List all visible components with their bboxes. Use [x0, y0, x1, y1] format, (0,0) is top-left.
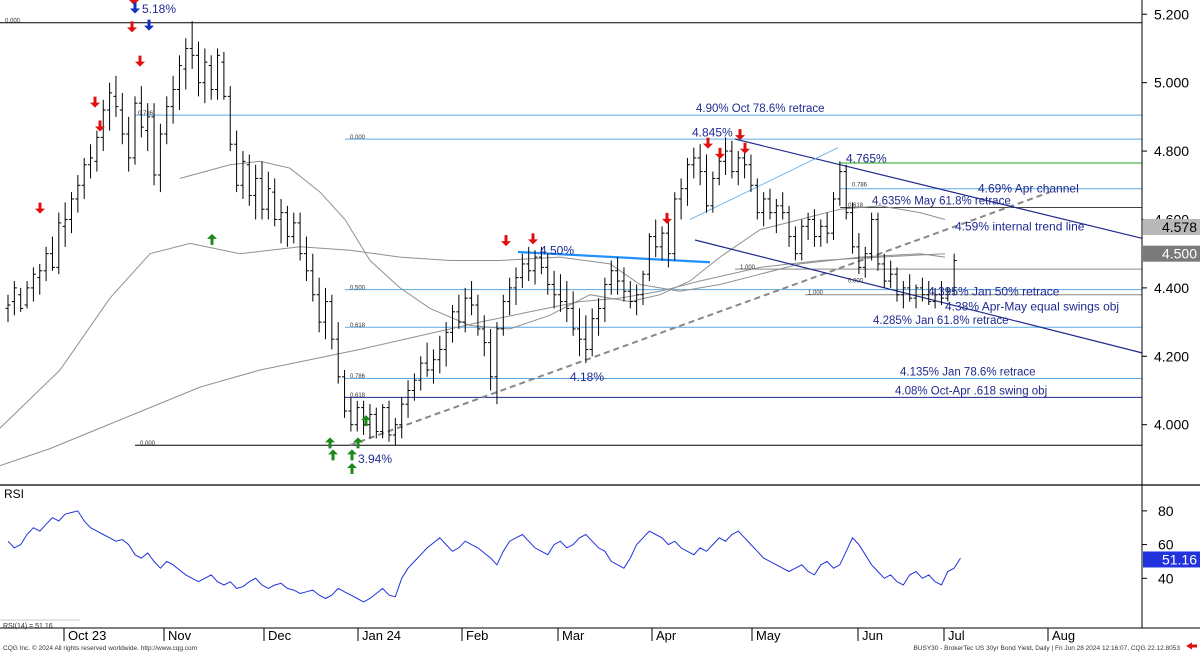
rsi-legend-text: RSI(14) = 51.16	[3, 623, 53, 630]
rsi-panel-label: RSI	[4, 487, 24, 501]
price-panel[interactable]: 4.90% Oct 78.6% retrace 4.635% May 61.8% …	[0, 0, 1142, 484]
price-tags: 4.578 4.500	[1143, 219, 1200, 262]
fib-ratio-tag: 0.786	[350, 374, 366, 380]
footer-copyright: CQG Inc. © 2024 All rights reserved worl…	[3, 644, 197, 652]
price-tick-label: 5.200	[1154, 6, 1189, 22]
month-label: Dec	[268, 628, 292, 643]
price-tick-label: 5.000	[1154, 75, 1189, 91]
price-tick-label: 4.200	[1154, 348, 1189, 364]
month-label: Jul	[948, 628, 965, 643]
rsi-current-tag: 51.16	[1143, 551, 1200, 567]
rsi-axis-ticks: 80 60 40	[1142, 503, 1174, 586]
chart-annotation: 5.18%	[142, 2, 176, 16]
rsi-line	[8, 511, 961, 602]
month-label: Jun	[862, 628, 883, 643]
month-label: Aug	[1052, 628, 1075, 643]
price-tick-label: 4.800	[1154, 143, 1189, 159]
month-label: Feb	[466, 628, 488, 643]
price-tag-label: 4.578	[1162, 219, 1197, 235]
month-label: May	[756, 628, 781, 643]
footer: CQG Inc. © 2024 All rights reserved worl…	[3, 643, 1197, 653]
fib-ratio-tag: 0.000	[350, 135, 366, 141]
chart-annotation: 4.69% Apr channel	[978, 182, 1079, 196]
level-label: 4.08% Oct-Apr .618 swing obj	[895, 385, 1047, 397]
time-axis[interactable]: Oct 23 Nov Dec Jan 24 Feb Mar Apr May Jun Jul Aug	[0, 628, 1200, 643]
fib-ratio-tag: 0.500	[350, 285, 366, 291]
rsi-tick-label: 80	[1158, 503, 1174, 519]
level-label: 4.285% Jan 61.8% retrace	[873, 315, 1009, 327]
rsi-series	[8, 511, 961, 602]
rsi-tick-label: 60	[1158, 537, 1174, 553]
level-label: 4.135% Jan 78.6% retrace	[900, 367, 1036, 379]
fib-ratio-tag: 1.000	[740, 265, 756, 271]
chart-annotation: 4.59% internal trend line	[955, 219, 1085, 233]
chart-annotation: 4.38% Apr-May equal swings obj	[945, 300, 1119, 314]
month-label: Jan 24	[362, 628, 401, 643]
month-label: Oct 23	[68, 628, 106, 643]
month-labels: Oct 23 Nov Dec Jan 24 Feb Mar Apr May Jun Jul Aug	[64, 628, 1075, 643]
scroll-right-arrow-icon[interactable]	[1186, 643, 1197, 650]
chart-annotation: 4.765%	[846, 152, 887, 166]
price-plot-area[interactable]	[0, 0, 1142, 484]
chart-annotation: 3.94%	[358, 452, 392, 466]
level-label: 4.90% Oct 78.6% retrace	[696, 103, 824, 115]
fib-ratio-tag: 0.618	[848, 203, 864, 209]
fib-ratio-tag: 0.786	[852, 183, 868, 189]
fib-ratio-tag: 0.618	[350, 323, 366, 329]
fib-ratio-tag: 0.786	[138, 111, 154, 117]
chart-annotation: 4.395% Jan 50% retrace	[928, 284, 1060, 298]
price-tick-label: 4.000	[1154, 417, 1189, 433]
month-label: Mar	[562, 628, 585, 643]
fib-ratio-tag: 0.000	[140, 441, 156, 447]
fib-ratio-tag: 0.000	[848, 278, 864, 284]
rsi-tick-label: 40	[1158, 570, 1174, 586]
rsi-panel[interactable]: RSI 80 60 40 51.16 RSI(14) = 51.16	[0, 487, 1200, 630]
chart-annotation: 4.50%	[540, 243, 574, 257]
rsi-current-label: 51.16	[1162, 551, 1197, 567]
fib-ratio-tag: 1.000	[808, 290, 824, 296]
price-tag-label: 4.500	[1162, 246, 1197, 262]
fib-ratio-tag: 0.618	[350, 393, 366, 399]
month-label: Nov	[168, 628, 192, 643]
price-tick-label: 4.400	[1154, 280, 1189, 296]
footer-instrument-info: BUSY30 - BrokerTec US 30yr Bond Yield, D…	[913, 645, 1180, 652]
month-label: Apr	[656, 628, 677, 643]
chart-annotation: 4.845%	[692, 125, 733, 139]
fib-ratio-tag: 0.000	[5, 19, 21, 25]
chart-annotation: 4.18%	[570, 370, 604, 384]
